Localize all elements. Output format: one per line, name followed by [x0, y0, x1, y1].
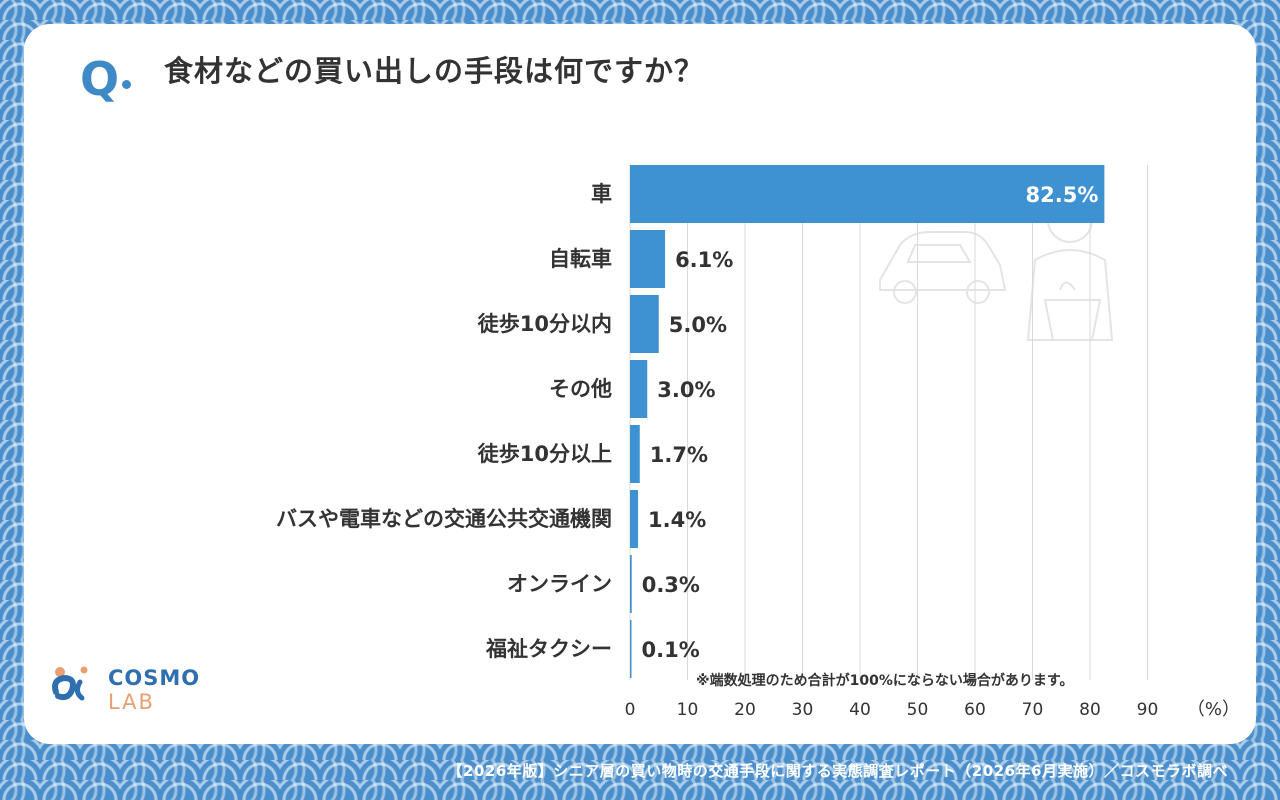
bar	[630, 490, 639, 548]
question-title: 食材などの買い出しの手段は何ですか？	[164, 54, 705, 88]
bar	[630, 165, 1105, 223]
bar	[630, 295, 659, 353]
logo-mark-icon	[52, 666, 88, 701]
category-label: 徒歩10分以上	[477, 442, 612, 466]
cosmo-lab-logo: COSMO LAB	[24, 664, 224, 714]
bar	[630, 425, 640, 483]
bar	[630, 555, 632, 613]
bar	[630, 230, 666, 288]
category-label: 車	[591, 182, 612, 206]
x-tick-label: 70	[1022, 700, 1044, 720]
question-mark-q: Q	[80, 52, 119, 106]
value-label: 0.1%	[642, 638, 700, 662]
category-label: 福祉タクシー	[485, 637, 612, 661]
x-tick-label: 30	[792, 700, 814, 720]
x-unit-label: （%）	[1187, 699, 1240, 720]
category-label: 徒歩10分以内	[477, 312, 612, 336]
question-mark-dot	[122, 80, 131, 89]
logo-text-lab: LAB	[108, 690, 155, 714]
category-label: オンライン	[507, 572, 612, 596]
x-tick-label: 20	[734, 700, 756, 720]
bar	[630, 360, 648, 418]
logo-text-cosmo: COSMO	[108, 666, 201, 690]
value-label: 1.7%	[650, 443, 708, 467]
x-tick-label: 90	[1137, 700, 1159, 720]
category-label: 自転車	[549, 247, 612, 271]
value-label: 1.4%	[648, 508, 706, 532]
x-tick-label: 60	[964, 700, 986, 720]
bar-chart: 0 10 20 30 40 50 60 70 80 90 （%） 車 82.5% 自転車 6.1% 徒歩10分…	[276, 165, 1240, 720]
x-tick-label: 0	[625, 700, 636, 720]
x-tick-label: 40	[849, 700, 871, 720]
bar	[630, 620, 632, 678]
x-tick-label: 80	[1079, 700, 1101, 720]
value-label: 82.5%	[1026, 183, 1099, 207]
category-label: バスや電車などの交通公共交通機関	[276, 507, 612, 531]
rounding-note: ※端数処理のため合計が100%にならない場合があります。	[696, 673, 1074, 689]
x-tick-label: 10	[677, 700, 699, 720]
value-label: 6.1%	[675, 248, 733, 272]
value-label: 5.0%	[669, 313, 727, 337]
value-label: 3.0%	[657, 378, 715, 402]
category-label: その他	[549, 377, 612, 401]
value-label: 0.3%	[642, 573, 700, 597]
footer-source: 【2026年版】シニア層の買い物時の交通手段に関する実態調査レポート（2026年…	[447, 762, 1228, 780]
x-tick-label: 50	[907, 700, 929, 720]
